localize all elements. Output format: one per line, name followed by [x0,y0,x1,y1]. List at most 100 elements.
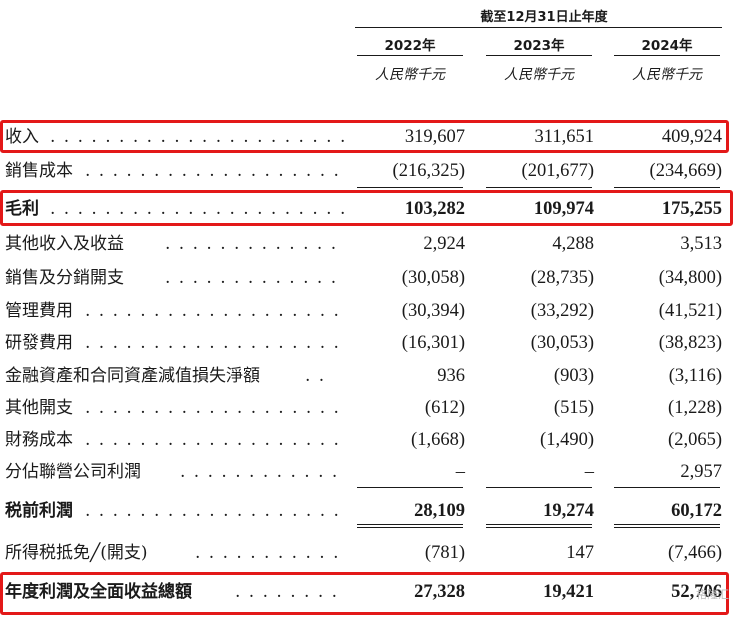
row-label: 財務成本 [5,430,73,450]
double-rule-pretax-2024a [614,524,720,525]
table-row: 其他收入及收益 . . . . . . . . . . . . . . . . .… [0,228,733,260]
subtotal-rule-gross-2022 [357,187,463,188]
table-row: 財務成本 . . . . . . . . . . . . . . . . . . … [0,424,733,456]
subtotal-rule-pretax-2023 [486,487,592,488]
leader-dots: . . . . . . . . . . . . . . . . . . . . … [85,333,345,353]
value-cell-2023: 147 [566,543,594,563]
unit-label-2023: 人民幣千元 [504,67,574,83]
leader-dots: . . . . . . . . . . . . . . . . . . . [195,543,345,563]
leader-dots: . . . . . . . . . [235,582,345,602]
table-row: 銷售成本 . . . . . . . . . . . . . . . . . . … [0,155,733,187]
row-label: 毛利 [5,199,39,219]
subtotal-rule-pretax-2024 [614,487,720,488]
highlight-box-gross-profit [0,190,733,226]
table-row: 銷售及分銷開支 . . . . . . . . . . . . . . . . .… [0,262,733,294]
highlight-box-revenue [0,120,729,153]
unit-label-2024: 人民幣千元 [632,67,702,83]
row-label: 金融資產和合同資產減值損失淨額 [5,366,260,386]
value-cell-2022: 28,109 [414,501,465,521]
value-cell-2022: 936 [437,366,465,386]
double-rule-pretax-2024b [614,527,720,528]
value-cell-2022: – [455,462,465,482]
value-cell-2024: (3,116) [668,366,722,386]
leader-dots: . . . . . . . . . . . . . . . . . . . . … [50,127,345,147]
row-label: 銷售成本 [5,161,73,181]
leader-dots: . . . . . . . . . . . . . . . . . . . . … [165,234,345,254]
row-label: 研發費用 [5,333,73,353]
highlight-box-net-profit [0,572,729,615]
row-label: 分佔聯營公司利潤 [5,462,141,482]
double-rule-pretax-2022b [357,527,463,528]
table-row: 研發費用 . . . . . . . . . . . . . . . . . . … [0,327,733,359]
value-cell-2024: 52,706 [671,582,722,602]
value-cell-2022: 319,607 [404,127,465,147]
table-row: 分佔聯營公司利潤 . . . . . . . . . . . . . . . . … [0,456,733,488]
table-row: 税前利潤 . . . . . . . . . . . . . . . . . . … [0,495,733,527]
leader-dots: . . . . . . . . . . . . . . . . . . . . … [165,268,345,288]
year-header-2023: 2023年 [513,38,565,54]
value-cell-2023: 311,651 [534,127,594,147]
table-row: 毛利 . . . . . . . . . . . . . . . . . . . … [0,193,733,225]
subtotal-rule-gross-2023 [486,187,592,188]
table-row: 管理費用 . . . . . . . . . . . . . . . . . . … [0,295,733,327]
leader-dots: . . . . . . . . . . . . . . . . . . . . … [85,430,345,450]
value-cell-2024: 60,172 [671,501,722,521]
leader-dots: . . . . . . . . . . . . . . . . . . . . … [50,199,345,219]
watermark: 格隆汇 [696,588,729,601]
value-cell-2023: 19,421 [543,582,594,602]
leader-dots: . . . . . . . . . . . . . . . . . . . . … [85,501,345,521]
value-cell-2022: (16,301) [401,333,465,353]
period-header-underline [355,27,722,28]
year-underline-2022 [357,55,463,56]
row-label: 所得税抵免╱(開支) [5,543,148,563]
value-cell-2023: – [584,462,594,482]
value-cell-2022: (781) [424,543,465,563]
value-cell-2023: 109,974 [533,199,594,219]
table-row: 收入 . . . . . . . . . . . . . . . . . . . … [0,121,733,153]
leader-dots: . . . . . . . . . . . . . . . . . . . . … [85,398,345,418]
value-cell-2023: 19,274 [543,501,594,521]
value-cell-2022: 2,924 [423,234,465,254]
year-underline-2023 [486,55,592,56]
row-label: 年度利潤及全面收益總額 [5,582,192,602]
period-header: 截至12月31日止年度 [480,10,608,25]
value-cell-2024: 2,957 [680,462,722,482]
value-cell-2022: (30,058) [401,268,465,288]
double-rule-pretax-2023b [486,527,592,528]
leader-dots: . . . . . . . . . . . . . . . . . . . . … [180,462,345,482]
leader-dots: . . [305,366,326,386]
value-cell-2023: (515) [553,398,594,418]
value-cell-2023: 4,288 [552,234,594,254]
row-label: 税前利潤 [5,501,73,521]
value-cell-2024: (234,669) [649,161,722,181]
row-label: 管理費用 [5,301,73,321]
table-row: 其他開支 . . . . . . . . . . . . . . . . . . … [0,392,733,424]
value-cell-2023: (201,677) [521,161,594,181]
value-cell-2023: (1,490) [540,430,594,450]
row-label: 其他收入及收益 [5,234,124,254]
value-cell-2022: (30,394) [401,301,465,321]
value-cell-2024: (34,800) [658,268,722,288]
subtotal-rule-pretax-2022 [357,487,463,488]
value-cell-2024: 409,924 [661,127,722,147]
row-label: 收入 [5,127,39,147]
value-cell-2024: (1,228) [668,398,722,418]
value-cell-2024: (2,065) [668,430,722,450]
value-cell-2022: (612) [424,398,465,418]
value-cell-2024: (41,521) [658,301,722,321]
value-cell-2023: (903) [553,366,594,386]
year-underline-2024 [614,55,720,56]
value-cell-2022: (216,325) [392,161,465,181]
value-cell-2023: (28,735) [530,268,594,288]
value-cell-2023: (33,292) [530,301,594,321]
double-rule-pretax-2022a [357,524,463,525]
value-cell-2024: (7,466) [668,543,722,563]
value-cell-2024: 3,513 [680,234,722,254]
subtotal-rule-gross-2024 [614,187,720,188]
table-row: 年度利潤及全面收益總額 . . . . . . . . . 27,328 19,421… [0,576,733,608]
leader-dots: . . . . . . . . . . . . . . . . . . . . … [85,301,345,321]
value-cell-2024: (38,823) [658,333,722,353]
leader-dots: . . . . . . . . . . . . . . . . . . . . … [85,161,345,181]
value-cell-2023: (30,053) [530,333,594,353]
value-cell-2022: 27,328 [414,582,465,602]
